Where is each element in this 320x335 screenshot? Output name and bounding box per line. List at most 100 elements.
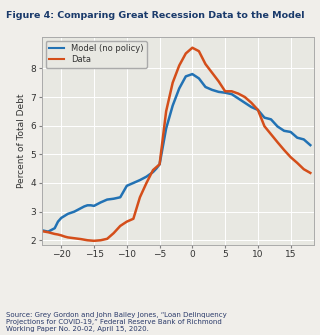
Model (no policy) — [151, 170, 155, 174]
Data — [112, 231, 116, 235]
Data — [171, 81, 175, 85]
Model (no policy) — [89, 203, 93, 207]
Model (no policy) — [190, 72, 194, 76]
Text: Figure 4: Comparing Great Recession Data to the Model: Figure 4: Comparing Great Recession Data… — [6, 11, 305, 19]
Data — [72, 236, 76, 240]
Model (no policy) — [125, 184, 129, 188]
Data — [276, 140, 279, 144]
Data — [269, 132, 273, 136]
Model (no policy) — [171, 104, 175, 108]
Model (no policy) — [230, 92, 234, 96]
Data — [295, 161, 299, 165]
Data — [302, 167, 306, 171]
Data — [53, 232, 57, 236]
Data — [217, 79, 220, 83]
Model (no policy) — [72, 210, 76, 214]
Data — [289, 155, 292, 159]
Model (no policy) — [63, 214, 67, 218]
Model (no policy) — [85, 203, 89, 207]
Data — [66, 236, 70, 240]
Model (no policy) — [262, 116, 266, 120]
Data — [59, 233, 63, 238]
Data — [85, 238, 89, 242]
Data — [82, 238, 86, 242]
Data — [95, 239, 99, 243]
Data — [190, 46, 194, 50]
Model (no policy) — [210, 88, 214, 92]
Data — [56, 232, 60, 237]
Model (no policy) — [82, 204, 86, 208]
Data — [151, 168, 155, 172]
Y-axis label: Percent of Total Debt: Percent of Total Debt — [17, 93, 26, 188]
Model (no policy) — [177, 86, 181, 90]
Data — [184, 52, 188, 56]
Data — [118, 224, 122, 228]
Model (no policy) — [289, 130, 292, 134]
Data — [164, 109, 168, 113]
Model (no policy) — [243, 101, 247, 105]
Model (no policy) — [46, 230, 50, 234]
Model (no policy) — [236, 96, 240, 100]
Model (no policy) — [223, 91, 227, 95]
Data — [92, 239, 96, 243]
Data — [230, 89, 234, 93]
Model (no policy) — [40, 228, 44, 232]
Data — [282, 148, 286, 152]
Model (no policy) — [66, 212, 70, 216]
Model (no policy) — [308, 143, 312, 147]
Data — [145, 181, 148, 185]
Model (no policy) — [53, 226, 57, 230]
Model (no policy) — [99, 200, 102, 204]
Line: Model (no policy): Model (no policy) — [42, 74, 310, 232]
Model (no policy) — [79, 206, 83, 210]
Model (no policy) — [164, 127, 168, 131]
Model (no policy) — [154, 166, 158, 171]
Data — [138, 195, 142, 199]
Data — [210, 71, 214, 75]
Data — [63, 234, 67, 239]
Model (no policy) — [56, 220, 60, 224]
Data — [197, 49, 201, 53]
Model (no policy) — [269, 117, 273, 121]
Model (no policy) — [158, 162, 162, 166]
Model (no policy) — [256, 108, 260, 112]
Model (no policy) — [217, 90, 220, 94]
Data — [125, 220, 129, 224]
Line: Data: Data — [42, 48, 310, 241]
Data — [256, 108, 260, 112]
Data — [204, 62, 207, 66]
Data — [243, 95, 247, 99]
Data — [105, 237, 109, 241]
Data — [177, 64, 181, 68]
Data — [132, 217, 135, 221]
Model (no policy) — [295, 136, 299, 140]
Model (no policy) — [197, 76, 201, 80]
Model (no policy) — [249, 105, 253, 109]
Model (no policy) — [132, 181, 135, 185]
Model (no policy) — [282, 129, 286, 133]
Data — [79, 237, 83, 241]
Model (no policy) — [138, 178, 142, 182]
Model (no policy) — [105, 198, 109, 202]
Model (no policy) — [112, 197, 116, 201]
Model (no policy) — [145, 175, 148, 179]
Model (no policy) — [128, 182, 132, 186]
Model (no policy) — [59, 216, 63, 220]
Model (no policy) — [92, 204, 96, 208]
Text: Source: Grey Gordon and John Bailey Jones, “Loan Delinquency
Projections for COV: Source: Grey Gordon and John Bailey Jone… — [6, 312, 227, 332]
Data — [89, 239, 93, 243]
Data — [236, 91, 240, 95]
Data — [262, 124, 266, 128]
Data — [158, 162, 162, 166]
Model (no policy) — [276, 125, 279, 129]
Data — [46, 230, 50, 234]
Data — [99, 238, 102, 242]
Data — [308, 171, 312, 175]
Model (no policy) — [118, 195, 122, 199]
Data — [223, 89, 227, 93]
Data — [249, 101, 253, 105]
Model (no policy) — [184, 74, 188, 78]
Legend: Model (no policy), Data: Model (no policy), Data — [46, 41, 147, 68]
Data — [40, 229, 44, 233]
Model (no policy) — [204, 85, 207, 89]
